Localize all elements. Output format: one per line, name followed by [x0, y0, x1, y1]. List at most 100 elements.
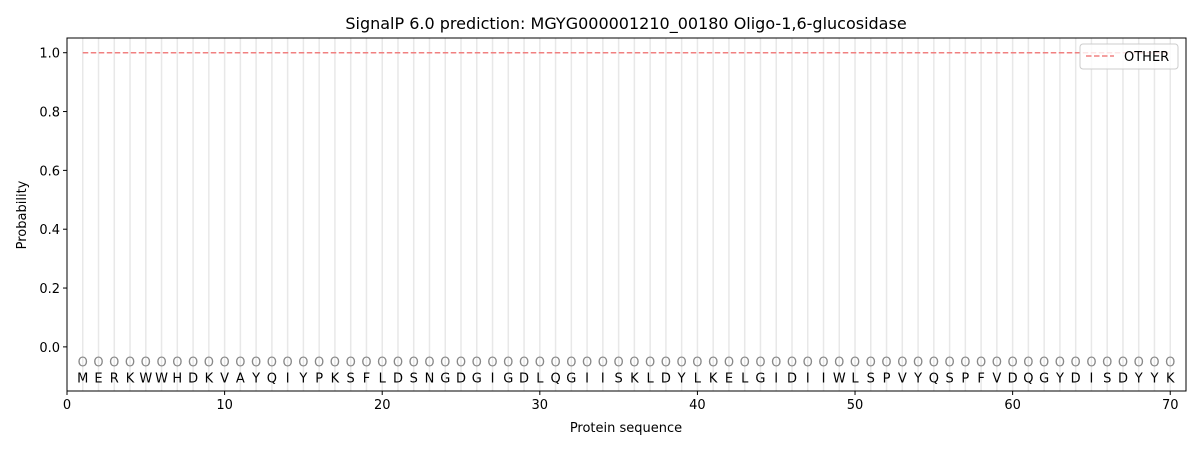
residue-letter: G	[472, 371, 482, 386]
predicted-label: O	[661, 356, 671, 371]
predicted-label: O	[1165, 356, 1175, 371]
predicted-label: O	[629, 356, 639, 371]
predicted-label: O	[582, 356, 592, 371]
residue-letter: D	[787, 371, 797, 386]
residue-letter: V	[220, 371, 229, 386]
predicted-label: O	[1008, 356, 1018, 371]
predicted-label: O	[897, 356, 907, 371]
residue-letter: S	[614, 371, 622, 386]
predicted-label: O	[141, 356, 151, 371]
predicted-label: O	[314, 356, 324, 371]
residue-letter: D	[1008, 371, 1018, 386]
residue-letter: Y	[677, 371, 686, 386]
predicted-label: O	[598, 356, 608, 371]
predicted-label: O	[456, 356, 466, 371]
residue-letter: K	[331, 371, 340, 386]
residue-letter: K	[126, 371, 135, 386]
predicted-label: O	[1023, 356, 1033, 371]
residue-letter: Q	[1023, 371, 1033, 386]
predicted-label: O	[219, 356, 229, 371]
residue-letter: E	[725, 371, 733, 386]
residue-letter: D	[1071, 371, 1081, 386]
residue-letter: S	[410, 371, 418, 386]
residue-letter: K	[709, 371, 718, 386]
predicted-label: O	[708, 356, 718, 371]
predicted-label: O	[550, 356, 560, 371]
y-tick-label: 0.0	[39, 341, 60, 356]
residue-letter: Q	[929, 371, 939, 386]
residue-letter: H	[172, 371, 182, 386]
predicted-label: O	[204, 356, 214, 371]
y-tick-label: 0.6	[39, 164, 60, 179]
residue-letter: G	[440, 371, 450, 386]
x-tick-label: 0	[63, 398, 71, 413]
predicted-label: O	[377, 356, 387, 371]
predicted-label: O	[393, 356, 403, 371]
residue-letter: L	[851, 371, 859, 386]
predicted-label: O	[960, 356, 970, 371]
predicted-label: O	[125, 356, 135, 371]
residue-letter: I	[601, 371, 605, 386]
predicted-label: O	[156, 356, 166, 371]
legend-box	[1079, 43, 1179, 70]
legend: OTHER	[1079, 43, 1179, 70]
predicted-label: O	[78, 356, 88, 371]
predicted-label: O	[677, 356, 687, 371]
plot-frame	[66, 37, 1187, 392]
residue-letter: A	[236, 371, 245, 386]
residue-letter: F	[977, 371, 984, 386]
predicted-label: O	[803, 356, 813, 371]
predicted-label: O	[409, 356, 419, 371]
predicted-label: O	[424, 356, 434, 371]
residue-letter: S	[347, 371, 355, 386]
predicted-label: O	[976, 356, 986, 371]
residue-letter: P	[883, 371, 891, 386]
residue-letter: W	[139, 371, 152, 386]
predicted-label: O	[188, 356, 198, 371]
residue-letter: R	[110, 371, 119, 386]
x-tick-label: 50	[847, 398, 864, 413]
x-tick-label: 70	[1162, 398, 1179, 413]
residue-letter: S	[867, 371, 875, 386]
residue-letter: I	[774, 371, 778, 386]
predicted-label: O	[535, 356, 545, 371]
predicted-label: O	[834, 356, 844, 371]
predicted-label: O	[818, 356, 828, 371]
predicted-label: O	[614, 356, 624, 371]
x-axis-label: Protein sequence	[570, 421, 682, 436]
residue-letter: Y	[1134, 371, 1143, 386]
y-axis-label: Probability	[15, 180, 30, 249]
x-tick-label: 10	[216, 398, 233, 413]
predicted-label: O	[440, 356, 450, 371]
residue-letter: D	[188, 371, 198, 386]
residue-letter: D	[519, 371, 529, 386]
predicted-label: O	[881, 356, 891, 371]
residue-letter: P	[315, 371, 323, 386]
predicted-label: O	[1086, 356, 1096, 371]
predicted-label: O	[913, 356, 923, 371]
residue-letter: Y	[1150, 371, 1159, 386]
residue-letter: Y	[1055, 371, 1064, 386]
residue-letter: E	[94, 371, 102, 386]
predicted-label: O	[692, 356, 702, 371]
predicted-label: O	[929, 356, 939, 371]
residue-letter: G	[503, 371, 513, 386]
residue-letter: Y	[251, 371, 260, 386]
predicted-label: O	[487, 356, 497, 371]
y-tick-label: 0.2	[39, 282, 60, 297]
predicted-label: O	[771, 356, 781, 371]
residue-letter: I	[491, 371, 495, 386]
residue-letter: F	[363, 371, 370, 386]
predicted-label: O	[1039, 356, 1049, 371]
residue-letter: D	[456, 371, 466, 386]
predicted-label: O	[1071, 356, 1081, 371]
residue-letter: S	[945, 371, 953, 386]
x-tick-label: 20	[374, 398, 391, 413]
residue-letter: L	[694, 371, 702, 386]
predicted-label: O	[361, 356, 371, 371]
residue-letter: L	[647, 371, 655, 386]
x-tick-label: 40	[689, 398, 706, 413]
residue-letter: W	[155, 371, 168, 386]
residue-letter: S	[1103, 371, 1111, 386]
